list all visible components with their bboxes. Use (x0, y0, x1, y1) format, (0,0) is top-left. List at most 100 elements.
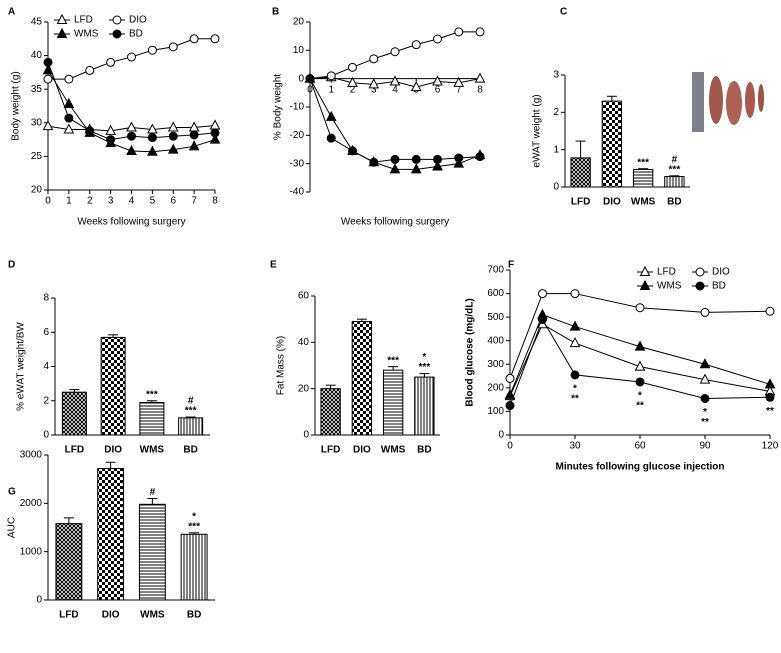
x-tick-label: DIO (353, 445, 371, 456)
x-tick-label: 2 (87, 196, 93, 207)
y-tick-label: 0 (43, 430, 49, 441)
marker (410, 81, 422, 92)
marker (106, 135, 116, 145)
marker (147, 45, 157, 55)
marker (411, 40, 421, 50)
x-tick-label: 4 (129, 196, 135, 207)
marker (210, 34, 220, 44)
panel-label: A (8, 7, 15, 18)
marker (570, 289, 580, 299)
x-tick-label: 120 (762, 441, 779, 452)
annotation: * (638, 391, 642, 402)
y-tick-label: 200 (487, 382, 504, 393)
marker (167, 143, 179, 154)
marker (634, 340, 646, 351)
marker (112, 29, 122, 39)
marker (112, 15, 122, 25)
x-axis-label: Weeks following surgery (341, 217, 449, 228)
panel-label: F (508, 260, 514, 271)
y-tick-label: 20 (31, 185, 43, 196)
y-tick-label: 0 (303, 430, 309, 441)
marker (64, 113, 74, 123)
annotation: *** (188, 521, 200, 532)
y-tick-label: 40 (31, 50, 43, 61)
y-tick-label: 600 (487, 288, 504, 299)
x-tick-label: BD (187, 610, 201, 621)
x-tick-label: DIO (104, 445, 122, 456)
y-tick-label: 4 (43, 361, 49, 372)
x-tick-label: 3 (371, 84, 377, 95)
marker (85, 65, 95, 75)
y-axis-label: eWAT weight (g) (532, 94, 543, 167)
marker (634, 360, 646, 371)
marker (505, 401, 515, 411)
annotation: # (150, 487, 156, 498)
annotation: # (672, 154, 678, 165)
bar (180, 533, 208, 601)
y-tick-label: 2000 (20, 498, 43, 509)
marker (569, 320, 581, 331)
marker (326, 71, 336, 81)
marker (390, 154, 400, 164)
y-tick-label: 40 (298, 337, 310, 348)
marker (348, 62, 357, 72)
panel-label: B (272, 7, 279, 18)
bar (664, 176, 685, 188)
marker (695, 281, 705, 291)
bar (382, 369, 404, 436)
marker (167, 121, 179, 132)
x-tick-label: BD (667, 197, 681, 208)
y-tick-label: -40 (290, 187, 305, 198)
bar (601, 100, 623, 188)
x-tick-label: LFD (321, 445, 340, 456)
x-tick-label: 6 (435, 84, 441, 95)
marker (147, 133, 157, 143)
y-tick-label: 35 (31, 84, 43, 95)
annotation: ** (766, 406, 774, 417)
y-axis-label: Body weight (g) (11, 71, 22, 140)
marker (63, 123, 75, 134)
x-tick-label: 4 (392, 84, 398, 95)
x-tick-label: LFD (571, 197, 590, 208)
marker (43, 74, 53, 84)
annotation: ** (571, 394, 579, 405)
marker (189, 34, 199, 44)
x-tick-label: WMS (631, 197, 656, 208)
y-tick-label: 8 (43, 293, 49, 304)
marker (475, 27, 485, 37)
y-tick-label: 100 (487, 406, 504, 417)
marker (168, 131, 178, 141)
x-tick-label: BD (417, 445, 431, 456)
y-axis-label: Blood glucose (mg/dL) (465, 298, 476, 406)
x-tick-label: 7 (456, 84, 462, 95)
annotation: *** (185, 406, 197, 417)
x-tick-label: 8 (212, 196, 218, 207)
y-tick-label: -10 (290, 102, 305, 113)
x-axis-label: Weeks following surgery (77, 217, 185, 228)
y-tick-label: 60 (298, 291, 310, 302)
y-tick-label: 0 (36, 595, 42, 606)
x-tick-label: 0 (507, 441, 513, 452)
y-axis-label: Fat Mass (%) (276, 336, 287, 395)
marker (538, 315, 547, 324)
y-tick-label: 300 (487, 359, 504, 370)
marker (570, 370, 580, 380)
marker (42, 64, 54, 75)
marker (42, 120, 54, 131)
series-line (509, 323, 771, 397)
marker (56, 27, 68, 38)
y-tick-label: 0 (298, 73, 304, 84)
y-tick-label: 45 (31, 17, 43, 28)
y-tick-label: 10 (293, 45, 305, 56)
y-tick-label: 6 (43, 327, 49, 338)
marker (700, 307, 710, 317)
series-line (509, 314, 771, 396)
annotation: * (573, 384, 577, 395)
bar (351, 320, 373, 436)
annotation: * (422, 352, 426, 363)
y-tick-label: 2 (553, 107, 559, 118)
bar (632, 168, 654, 188)
x-tick-label: 60 (634, 441, 646, 452)
tissue-photo (690, 70, 765, 135)
y-tick-label: 0 (498, 430, 504, 441)
